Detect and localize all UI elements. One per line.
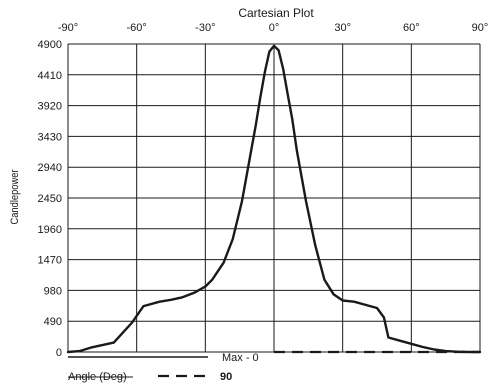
x-tick-label: -90°: [58, 22, 78, 34]
y-tick-label: 0: [56, 347, 62, 359]
x-tick-label: 90°: [472, 22, 489, 34]
y-tick-label: 2940: [38, 162, 62, 174]
x-axis-ticks: -90° -60° -30° 0° 30° 60° 90°: [58, 22, 488, 34]
series-lines: [66, 44, 482, 354]
y-tick-label: 1960: [38, 224, 62, 236]
x-tick-label: -60°: [127, 22, 147, 34]
y-axis-label: Candlepower: [9, 169, 21, 225]
legend-angle-value: 90: [220, 371, 232, 383]
y-tick-label: 980: [44, 285, 62, 297]
x-tick-label: 0°: [269, 22, 280, 34]
series-line-solid: [66, 44, 482, 354]
y-tick-label: 490: [44, 316, 62, 328]
chart-title: Cartesian Plot: [238, 6, 314, 20]
y-tick-label: 4410: [38, 70, 62, 82]
grid: [67, 43, 481, 353]
x-tick-label: 60°: [403, 22, 420, 34]
x-tick-label: -30°: [195, 22, 215, 34]
y-tick-label: 1470: [38, 255, 62, 267]
y-tick-label: 2450: [38, 193, 62, 205]
legend: Max - 0 Angle (Deg) 90: [68, 352, 259, 383]
y-tick-label: 3920: [38, 101, 62, 113]
y-tick-label: 3430: [38, 131, 62, 143]
legend-label-max: Max - 0: [222, 352, 259, 364]
y-tick-label: 4900: [38, 39, 62, 51]
x-tick-label: 30°: [334, 22, 351, 34]
